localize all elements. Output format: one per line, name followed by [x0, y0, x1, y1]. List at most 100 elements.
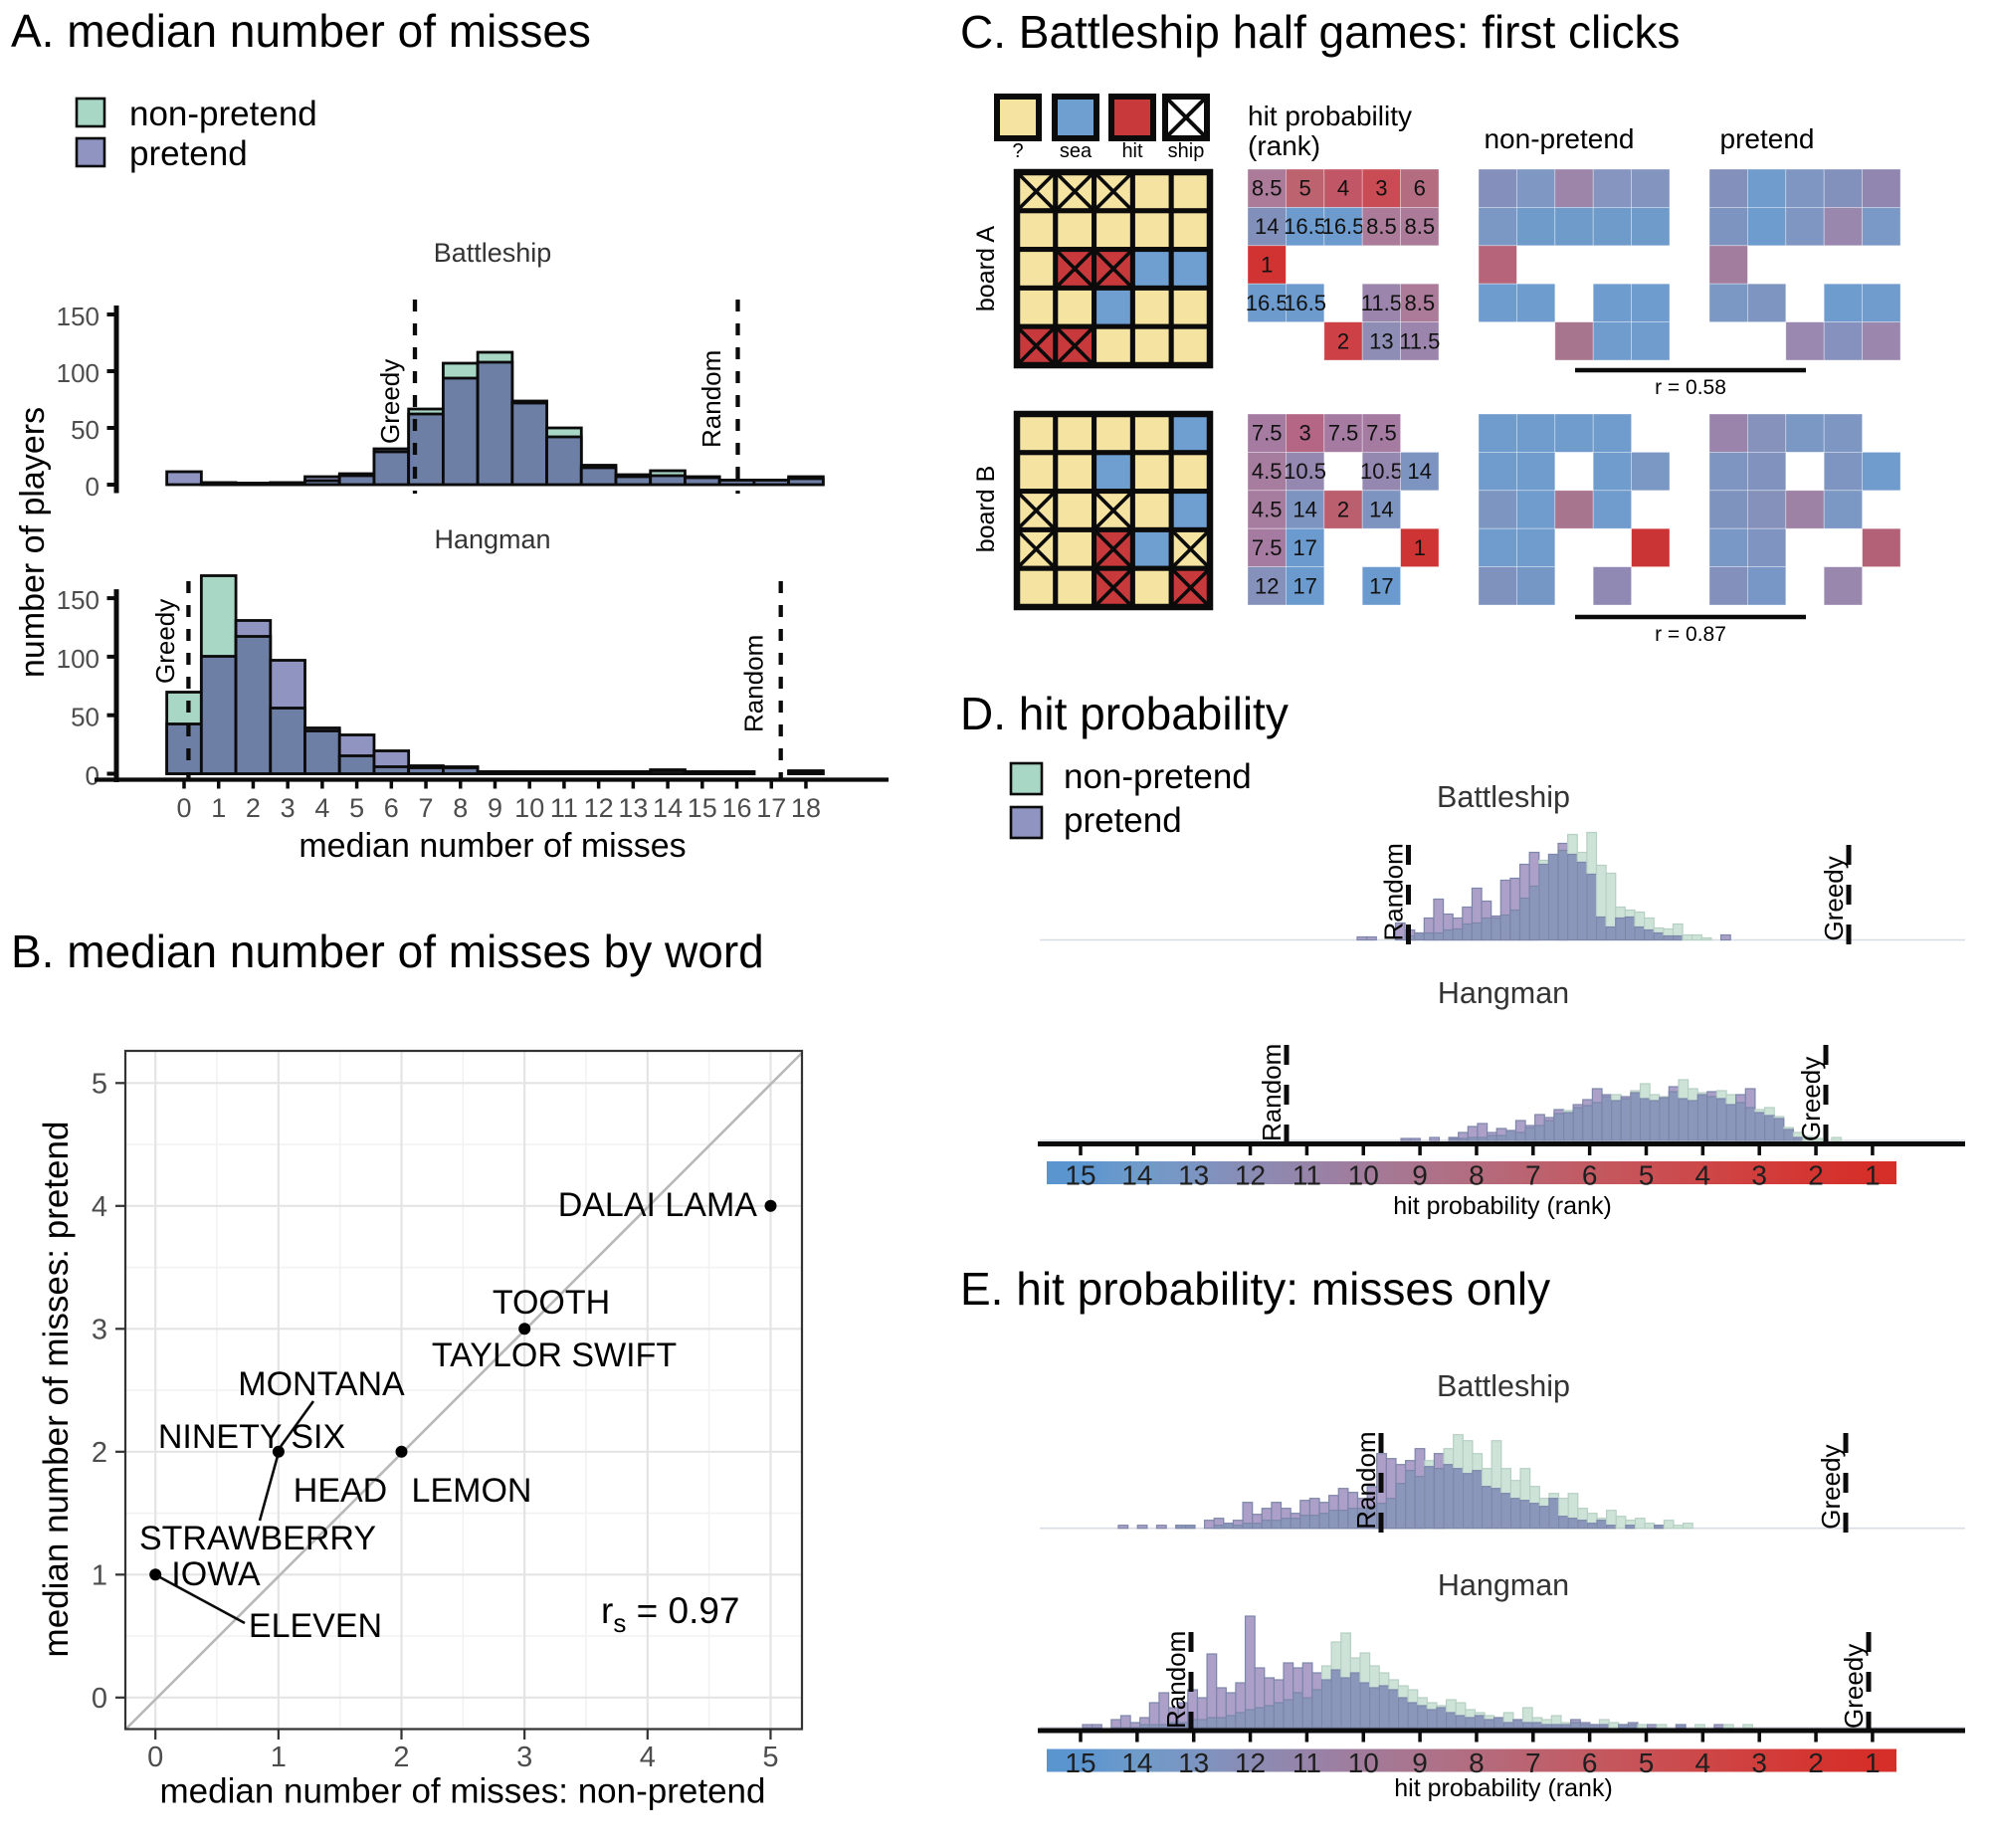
svg-text:0: 0 [86, 761, 99, 791]
svg-text:6: 6 [1414, 176, 1426, 201]
svg-text:Greedy: Greedy [1796, 1057, 1826, 1141]
svg-text:150: 150 [57, 302, 99, 331]
svg-text:pretend: pretend [1720, 123, 1815, 154]
svg-text:TAYLOR SWIFT: TAYLOR SWIFT [432, 1336, 677, 1374]
svg-text:7: 7 [1525, 1160, 1541, 1191]
svg-text:hit: hit [1121, 140, 1143, 162]
svg-text:11.5: 11.5 [1399, 328, 1440, 353]
svg-text:Random: Random [739, 635, 769, 732]
svg-text:4.5: 4.5 [1252, 498, 1283, 522]
svg-text:16.5: 16.5 [1284, 291, 1326, 315]
svg-text:5: 5 [1639, 1160, 1655, 1191]
svg-text:7.5: 7.5 [1252, 535, 1283, 560]
svg-text:100: 100 [57, 644, 99, 674]
svg-text:17: 17 [756, 793, 786, 823]
svg-text:6: 6 [384, 793, 399, 823]
svg-text:1: 1 [1414, 535, 1426, 560]
svg-text:B. median number of misses by: B. median number of misses by word [11, 925, 764, 977]
svg-text:5: 5 [349, 793, 364, 823]
svg-text:14: 14 [1408, 459, 1432, 484]
svg-text:11.5: 11.5 [1361, 291, 1402, 315]
svg-text:HEAD: HEAD [294, 1472, 387, 1510]
svg-text:2: 2 [246, 793, 261, 823]
svg-text:Battleship: Battleship [434, 238, 552, 268]
svg-text:non-pretend: non-pretend [1064, 757, 1252, 796]
svg-text:IOWA: IOWA [171, 1555, 261, 1593]
svg-text:10.5: 10.5 [1360, 459, 1403, 484]
svg-text:hit probability (rank): hit probability (rank) [1394, 1774, 1613, 1802]
svg-text:7.5: 7.5 [1328, 421, 1359, 446]
svg-text:15: 15 [1065, 1160, 1095, 1191]
svg-text:6: 6 [1582, 1160, 1598, 1191]
svg-text:3: 3 [281, 793, 296, 823]
svg-text:50: 50 [71, 415, 99, 445]
svg-text:4: 4 [92, 1191, 107, 1223]
svg-text:ELEVEN: ELEVEN [249, 1607, 382, 1645]
svg-text:3: 3 [516, 1742, 532, 1773]
svg-text:13: 13 [1369, 328, 1393, 353]
svg-text:3: 3 [92, 1314, 107, 1345]
svg-text:Greedy: Greedy [1816, 1444, 1846, 1529]
svg-text:pretend: pretend [129, 134, 248, 173]
svg-text:median number of misses: non-p: median number of misses: non-pretend [160, 1772, 766, 1811]
svg-text:14: 14 [1369, 498, 1393, 522]
svg-text:4: 4 [1695, 1747, 1711, 1778]
svg-text:1: 1 [92, 1559, 107, 1591]
svg-text:4.5: 4.5 [1252, 459, 1283, 484]
svg-text:2: 2 [1808, 1747, 1824, 1778]
svg-text:17: 17 [1293, 573, 1316, 598]
svg-text:14: 14 [1121, 1160, 1152, 1191]
svg-text:11: 11 [1293, 1160, 1321, 1191]
svg-text:board B: board B [972, 466, 1000, 553]
svg-text:2: 2 [1337, 498, 1349, 522]
svg-text:3: 3 [1298, 421, 1310, 446]
svg-text:14: 14 [1293, 498, 1316, 522]
svg-text:E. hit probability: misses onl: E. hit probability: misses only [960, 1263, 1550, 1315]
svg-text:16.5: 16.5 [1246, 291, 1289, 315]
svg-text:2: 2 [1808, 1160, 1824, 1191]
svg-text:A. median number of misses: A. median number of misses [11, 5, 591, 57]
svg-text:Hangman: Hangman [1438, 1568, 1569, 1602]
svg-text:3: 3 [1375, 176, 1387, 201]
svg-text:15: 15 [688, 793, 717, 823]
svg-text:Greedy: Greedy [1819, 856, 1849, 940]
svg-text:Hangman: Hangman [434, 524, 550, 554]
svg-text:100: 100 [57, 358, 99, 388]
svg-text:Battleship: Battleship [1437, 780, 1570, 814]
svg-text:8.5: 8.5 [1366, 214, 1397, 239]
svg-text:10.5: 10.5 [1284, 459, 1326, 484]
svg-text:DALAI LAMA: DALAI LAMA [558, 1186, 758, 1224]
svg-text:7: 7 [1525, 1747, 1541, 1778]
svg-text:11: 11 [550, 793, 578, 823]
svg-text:6: 6 [1582, 1747, 1598, 1778]
svg-text:Greedy: Greedy [150, 599, 180, 684]
svg-text:12: 12 [1235, 1747, 1266, 1778]
svg-text:5: 5 [762, 1742, 778, 1773]
svg-text:Greedy: Greedy [1839, 1644, 1869, 1729]
svg-text:8: 8 [453, 793, 468, 823]
svg-text:Random: Random [1161, 1631, 1191, 1729]
svg-text:0: 0 [147, 1742, 163, 1773]
svg-text:2: 2 [393, 1742, 409, 1773]
svg-text:Battleship: Battleship [1437, 1369, 1570, 1403]
svg-text:STRAWBERRY: STRAWBERRY [139, 1520, 376, 1557]
svg-text:8.5: 8.5 [1405, 214, 1436, 239]
svg-text:LEMON: LEMON [412, 1472, 532, 1510]
svg-text:0: 0 [176, 793, 191, 823]
svg-text:17: 17 [1369, 573, 1393, 598]
svg-text:11: 11 [1293, 1747, 1321, 1778]
svg-text:0: 0 [92, 1683, 107, 1715]
svg-text:D. hit probability: D. hit probability [960, 688, 1289, 739]
svg-text:8.5: 8.5 [1252, 176, 1283, 201]
svg-text:non-pretend: non-pretend [129, 95, 317, 133]
svg-text:13: 13 [618, 793, 648, 823]
svg-text:1: 1 [1865, 1747, 1881, 1778]
svg-text:150: 150 [57, 585, 99, 615]
svg-text:rs = 0.97: rs = 0.97 [601, 1590, 740, 1638]
svg-text:Hangman: Hangman [1438, 976, 1569, 1010]
svg-text:Random: Random [696, 350, 726, 448]
svg-text:hit probability: hit probability [1248, 101, 1412, 131]
svg-text:4: 4 [1695, 1160, 1711, 1191]
svg-text:3: 3 [1751, 1160, 1767, 1191]
svg-text:2: 2 [1337, 328, 1349, 353]
